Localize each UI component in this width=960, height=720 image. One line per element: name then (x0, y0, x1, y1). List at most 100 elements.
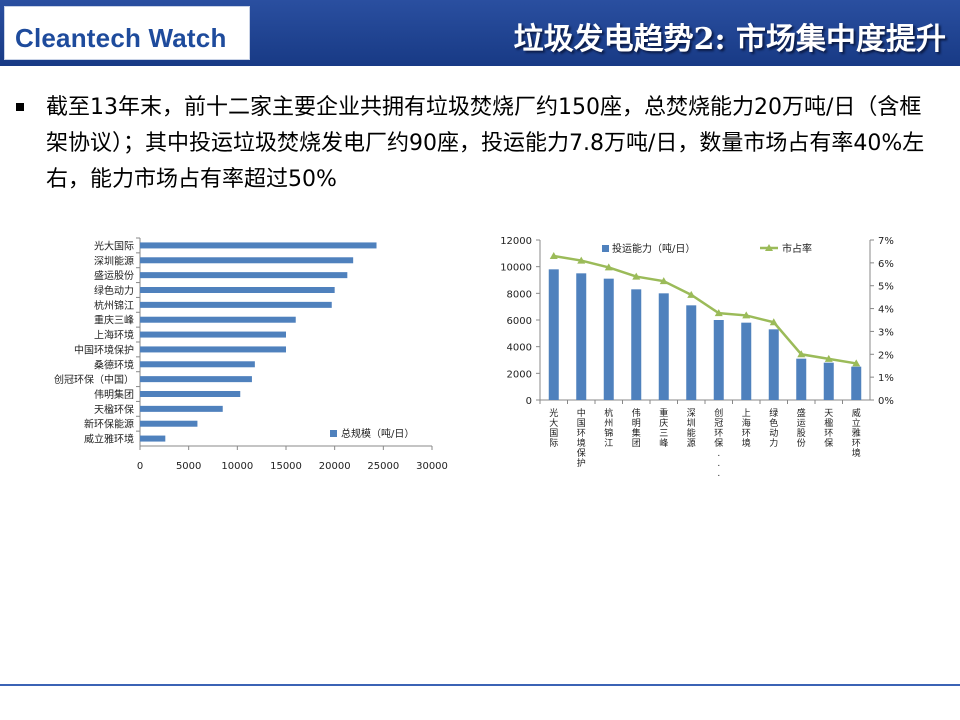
x-tick-label: 0 (137, 461, 143, 472)
category-label: 伟明集团 (632, 407, 641, 449)
category-label: 中国环境保护 (74, 343, 134, 356)
bar (140, 331, 286, 338)
y2-tick-label: 6% (878, 259, 894, 270)
category-label: 天楹环保 (94, 403, 134, 416)
legend-label: 总规模（吨/日） (341, 427, 414, 440)
bar (140, 376, 252, 383)
category-label: 天楹环保 (824, 409, 833, 449)
category-label: 创冠环保... (714, 407, 723, 479)
category-label: 光大国际 (94, 239, 134, 252)
slide-header: Cleantech Watch 垃圾发电趋势2: 市场集中度提升 (0, 0, 960, 66)
footer-divider (0, 684, 960, 686)
bar (140, 435, 166, 442)
share-marker (769, 318, 778, 326)
y-tick-label: 10000 (500, 263, 532, 274)
bar (823, 362, 834, 400)
share-marker (852, 359, 861, 367)
bar (713, 320, 724, 400)
share-marker (797, 350, 806, 358)
category-label: 新环保能源 (84, 418, 134, 431)
category-label: 伟明集团 (94, 388, 134, 401)
bar (796, 358, 807, 400)
y-tick-label: 2000 (507, 369, 532, 380)
y2-tick-label: 7% (878, 236, 894, 247)
category-label: 绿色动力 (94, 284, 134, 297)
bar (140, 361, 255, 368)
bar (741, 322, 752, 400)
x-tick-label: 10000 (221, 461, 253, 472)
legend-swatch-bar (602, 245, 609, 252)
x-tick-label: 25000 (367, 461, 399, 472)
bar (851, 366, 862, 400)
category-label: 盛运股份 (94, 269, 134, 282)
share-marker (714, 309, 723, 317)
y2-tick-label: 1% (878, 373, 894, 384)
share-marker (604, 263, 613, 271)
body-text: 截至13年末，前十二家主要企业共拥有垃圾焚烧厂约150座，总焚烧能力20万吨/日… (46, 95, 925, 192)
y-tick-label: 12000 (500, 236, 532, 247)
bar (140, 242, 377, 249)
category-label: 上海环境 (94, 329, 134, 342)
category-label: 上海环境 (742, 408, 751, 449)
share-marker (549, 252, 558, 259)
category-label: 深圳能源 (687, 408, 696, 449)
bar (658, 293, 669, 400)
category-label: 桑德环境 (94, 358, 134, 371)
y-tick-label: 4000 (507, 343, 532, 354)
x-tick-label: 30000 (416, 461, 448, 472)
share-marker (577, 256, 586, 264)
bar (686, 305, 697, 400)
legend-marker-line (765, 244, 773, 251)
brand-box: Cleantech Watch (4, 6, 250, 60)
bar (140, 287, 335, 293)
y2-tick-label: 0% (878, 396, 894, 407)
category-label: 深圳能源 (94, 254, 134, 267)
bar (140, 391, 241, 397)
bar (768, 329, 779, 400)
share-line (553, 254, 857, 365)
share-marker (824, 354, 833, 362)
category-label: 中国环境保护 (577, 407, 586, 469)
bullet-marker (16, 103, 24, 111)
brand-logo-text: Cleantech Watch (15, 23, 227, 53)
category-label: 威立雅环境 (84, 433, 134, 446)
category-label: 盛运股份 (797, 407, 806, 449)
category-label: 杭州锦江 (604, 407, 613, 449)
legend-label-bar: 投运能力（吨/日） (612, 242, 695, 255)
bar (631, 289, 642, 400)
slide-title: 垃圾发电趋势2: 市场集中度提升 (513, 22, 946, 57)
x-tick-label: 5000 (176, 461, 201, 472)
share-marker (659, 277, 668, 285)
bar (140, 346, 286, 353)
bar (140, 257, 354, 264)
y2-tick-label: 5% (878, 282, 894, 293)
legend-swatch (330, 430, 337, 437)
bar (140, 420, 198, 427)
category-label: 光大国际 (549, 407, 558, 449)
bar (603, 278, 614, 400)
share-marker (742, 311, 751, 319)
y-tick-label: 8000 (507, 289, 532, 300)
category-label: 重庆三峰 (94, 314, 134, 327)
category-label: 杭州锦江 (94, 299, 134, 312)
bar (140, 272, 348, 279)
bar (140, 301, 332, 308)
y2-tick-label: 3% (878, 327, 894, 338)
x-tick-label: 15000 (270, 461, 302, 472)
bar (576, 273, 587, 400)
x-tick-label: 20000 (319, 461, 351, 472)
category-label: 绿色动力 (769, 407, 778, 449)
share-marker (687, 290, 696, 298)
y-tick-label: 6000 (507, 316, 532, 327)
bar (140, 405, 223, 412)
bar (140, 316, 296, 323)
y2-tick-label: 2% (878, 350, 894, 361)
legend-label-line: 市占率 (782, 242, 812, 255)
category-label: 创冠环保（中国） (54, 373, 134, 386)
y2-tick-label: 4% (878, 305, 894, 316)
category-label: 重庆三峰 (659, 407, 668, 449)
y-tick-label: 0 (526, 396, 532, 407)
bar (548, 269, 559, 400)
